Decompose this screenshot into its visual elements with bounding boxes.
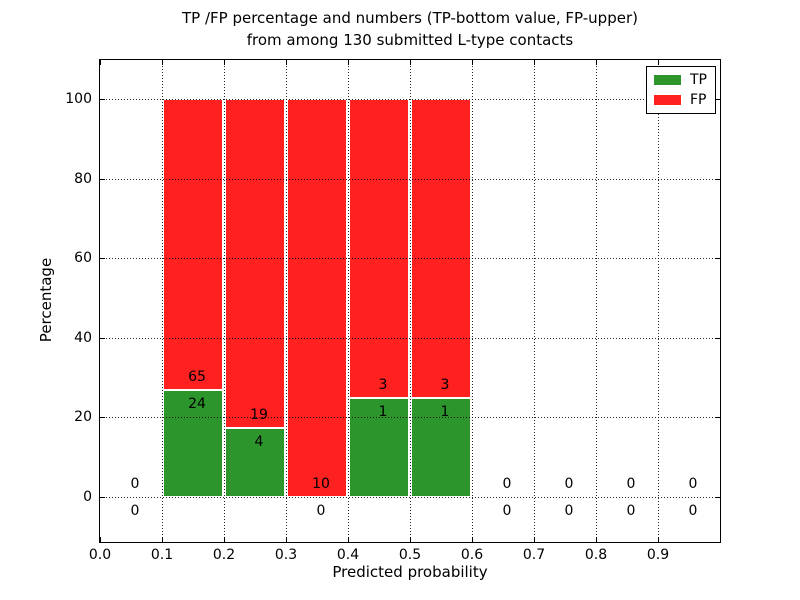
y-tick-mark [715,337,720,339]
x-tick-mark [100,60,101,65]
y-tick-mark [715,417,720,419]
x-tick-mark [534,537,535,542]
y-tick-label: 100 [65,91,92,107]
x-tick-mark [658,60,659,65]
legend-swatch-tp [654,75,681,86]
x-tick-mark [472,537,473,542]
x-tick-mark [410,60,411,65]
legend-item-tp: TP [654,72,708,88]
legend-item-fp: FP [654,92,708,108]
x-tick-mark [286,60,287,65]
y-tick-label: 20 [74,409,92,426]
gridline-vertical [162,60,163,542]
gridline-vertical [224,60,225,542]
legend-label-tp: TP [690,72,707,89]
gridline-vertical [658,60,659,542]
annotation-tp-count: 1 [378,403,388,420]
y-tick-label: 0 [83,489,92,505]
gridline-vertical [348,60,349,542]
annotation-tp-count: 0 [130,503,140,519]
x-tick-mark [286,537,287,542]
x-tick-mark [348,537,349,542]
annotation-fp-count: 0 [130,476,140,492]
x-tick-mark [224,60,225,65]
y-tick-mark [100,178,105,180]
x-tick-mark [534,60,535,65]
x-tick-mark [410,537,411,542]
x-tick-label: 0.5 [398,547,422,563]
legend-swatch-fp [654,94,681,105]
y-tick-label: 60 [74,250,92,267]
y-tick-mark [715,99,720,100]
bar-fp-segment [287,99,347,497]
bar-tp-segment [225,427,285,497]
y-tick-mark [715,497,720,498]
annotation-tp-count: 0 [688,503,698,519]
y-tick-mark [715,258,720,260]
y-tick-label: 40 [74,329,92,346]
chart-title: TP /FP percentage and numbers (TP-bottom… [100,7,720,51]
x-tick-mark [224,537,225,542]
x-tick-label: 0.3 [274,547,298,563]
legend-label-fp: FP [690,91,707,108]
x-tick-label: 0.7 [522,547,546,563]
gridline-vertical [286,60,287,542]
x-tick-label: 0.9 [646,547,670,563]
y-tick-mark [100,417,105,419]
x-axis-label: Predicted probability [332,563,488,581]
annotation-tp-count: 4 [254,433,264,450]
x-tick-label: 0.2 [212,547,236,563]
x-tick-label: 0.4 [336,547,360,563]
y-tick-mark [100,258,105,260]
annotation-fp-count: 0 [626,476,636,492]
x-tick-mark [596,60,597,65]
x-tick-mark [162,60,163,65]
annotation-fp-count: 3 [378,376,388,393]
gridline-vertical [596,60,597,542]
bar-tp-segment [349,397,409,497]
annotation-fp-count: 0 [688,476,698,492]
y-tick-mark [100,497,105,498]
annotation-fp-count: 3 [440,376,450,393]
x-tick-mark [472,60,473,65]
annotation-tp-count: 24 [188,395,206,412]
annotation-tp-count: 0 [316,503,326,519]
gridline-vertical [534,60,535,542]
x-tick-label: 0.8 [584,547,608,563]
bar-fp-segment [163,99,223,390]
x-tick-label: 0.6 [460,547,484,563]
annotation-fp-count: 19 [250,406,268,423]
x-tick-label: 0.1 [150,547,174,563]
legend: TP FP [646,66,716,114]
plot-area: 0 0 65 24 19 4 10 0 3 1 3 1 0 0 0 0 0 0 0 0 [99,59,721,543]
bar-fp-segment [411,99,471,398]
y-tick-label: 80 [74,170,92,187]
x-tick-mark [658,537,659,542]
x-tick-mark [162,537,163,542]
annotation-tp-count: 1 [440,403,450,420]
y-tick-mark [100,99,105,100]
annotation-tp-count: 0 [564,503,574,519]
bar-tp-segment [163,389,223,497]
x-tick-mark [100,537,101,542]
bar-tp-segment [411,397,471,497]
annotation-tp-count: 0 [502,503,512,519]
x-tick-label: 0.0 [88,547,112,563]
gridline-vertical [410,60,411,542]
y-tick-mark [100,337,105,339]
annotation-fp-count: 0 [564,476,574,492]
annotation-tp-count: 0 [626,503,636,519]
annotation-fp-count: 10 [312,476,330,492]
x-tick-mark [348,60,349,65]
bar-fp-segment [225,99,285,428]
y-tick-mark [715,178,720,180]
bar-fp-segment [349,99,409,398]
chart-title-line1: TP /FP percentage and numbers (TP-bottom… [182,9,638,27]
annotation-fp-count: 65 [188,368,206,385]
gridline-vertical [472,60,473,542]
chart-title-line2: from among 130 submitted L-type contacts [246,31,574,49]
annotation-fp-count: 0 [502,476,512,492]
x-tick-mark [596,537,597,542]
